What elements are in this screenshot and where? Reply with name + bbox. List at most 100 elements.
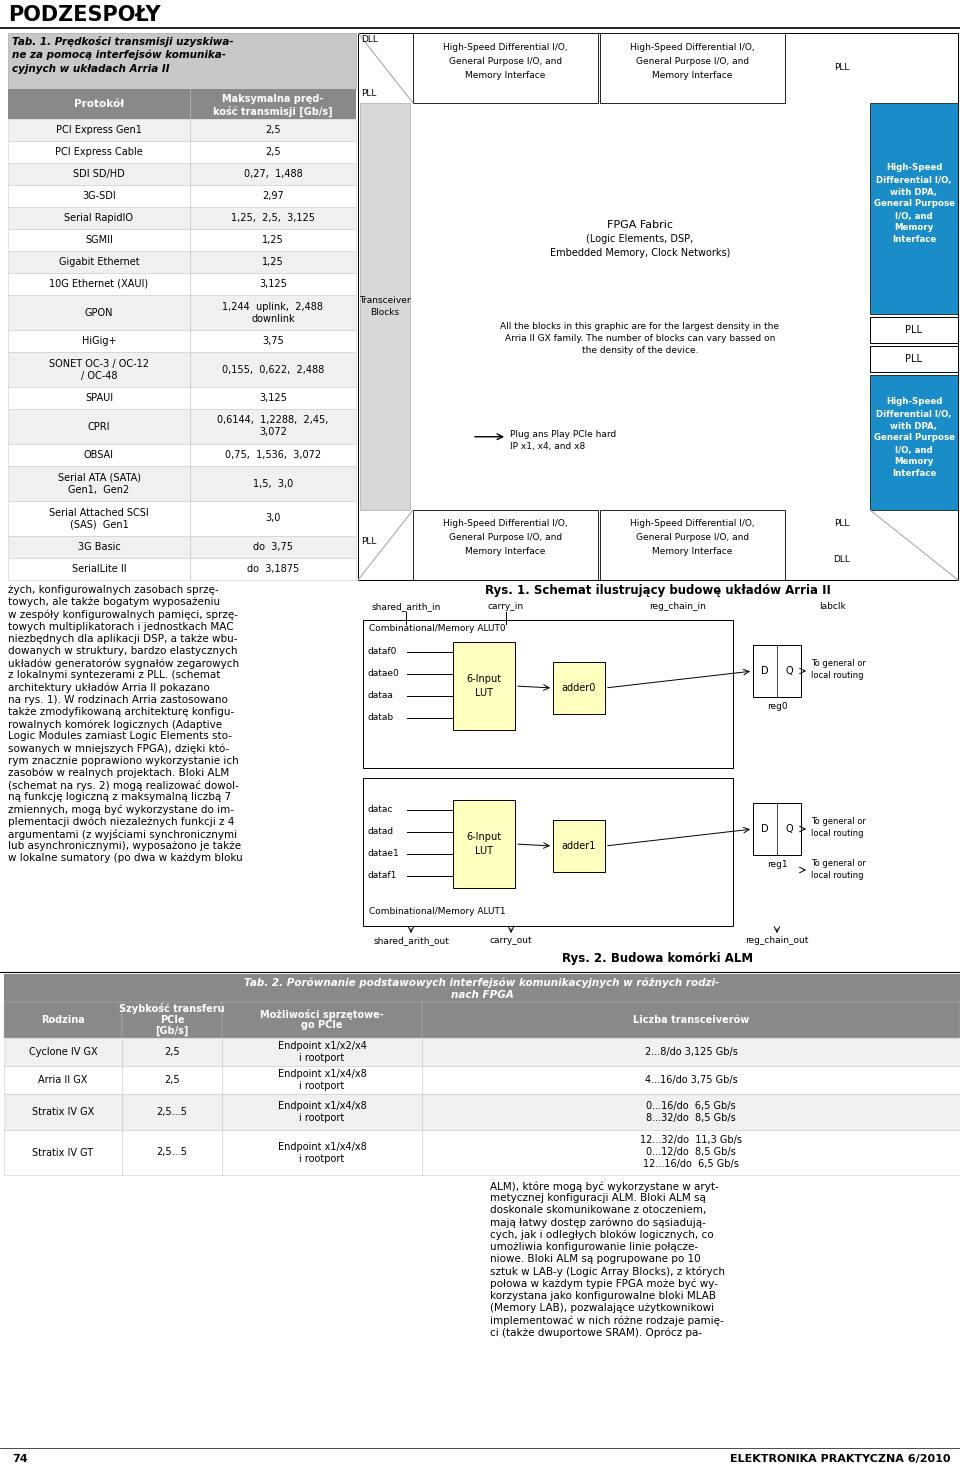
Text: Gigabit Ethernet: Gigabit Ethernet xyxy=(59,258,139,266)
Text: 3,0: 3,0 xyxy=(265,514,280,524)
Text: ną funkcję logiczną z maksymalną liczbą 7: ną funkcję logiczną z maksymalną liczbą … xyxy=(8,792,231,802)
Text: zmiennych, mogą być wykorzystane do im-: zmiennych, mogą być wykorzystane do im- xyxy=(8,805,234,815)
Text: lub asynchronicznymi), wyposażono je także: lub asynchronicznymi), wyposażono je tak… xyxy=(8,842,241,851)
Bar xyxy=(453,643,515,731)
Text: reg0: reg0 xyxy=(767,703,787,712)
Text: 74: 74 xyxy=(12,1454,28,1464)
Text: argumentami (z wyjściami synchronicznymi: argumentami (z wyjściami synchronicznymi xyxy=(8,829,237,840)
Text: PLL: PLL xyxy=(905,354,923,365)
Text: datad: datad xyxy=(367,827,394,836)
Bar xyxy=(190,351,356,386)
Text: 3G-SDI: 3G-SDI xyxy=(83,190,116,201)
Text: 2,5: 2,5 xyxy=(265,146,281,157)
Text: datab: datab xyxy=(367,713,394,723)
Text: Interface: Interface xyxy=(892,236,936,244)
Text: w lokalne sumatory (po dwa w każdym bloku: w lokalne sumatory (po dwa w każdym blok… xyxy=(8,854,243,864)
Text: SGMII: SGMII xyxy=(85,236,113,244)
Text: 6-Input: 6-Input xyxy=(467,673,501,684)
Bar xyxy=(190,119,356,141)
Text: PCIe: PCIe xyxy=(159,1015,184,1025)
Bar xyxy=(360,102,410,509)
Text: towych, ale także bogatym wyposażeniu: towych, ale także bogatym wyposażeniu xyxy=(8,597,220,608)
Bar xyxy=(8,501,190,536)
Text: plementacji dwóch niezależnych funkcji z 4: plementacji dwóch niezależnych funkcji z… xyxy=(8,817,234,827)
Text: go PCIe: go PCIe xyxy=(301,1020,343,1031)
Text: I/O, and: I/O, and xyxy=(895,445,933,454)
Text: 2,5: 2,5 xyxy=(164,1075,180,1085)
Text: D: D xyxy=(761,666,769,676)
Text: Memory Interface: Memory Interface xyxy=(652,70,732,79)
Text: Endpoint x1/x2/x4: Endpoint x1/x2/x4 xyxy=(277,1041,367,1051)
Text: SerialLite II: SerialLite II xyxy=(72,564,127,574)
Text: SPAUI: SPAUI xyxy=(84,392,113,403)
Text: 3,125: 3,125 xyxy=(259,280,287,288)
Bar xyxy=(8,228,190,250)
Text: i rootport: i rootport xyxy=(300,1080,345,1091)
Text: Możliwości sprzętowe-: Możliwości sprzętowe- xyxy=(260,1009,384,1020)
Bar xyxy=(190,272,356,296)
Bar xyxy=(422,1066,960,1094)
Text: Combinational/Memory ALUT0: Combinational/Memory ALUT0 xyxy=(369,624,506,632)
Text: doskonale skomunikowane z otoczeniem,: doskonale skomunikowane z otoczeniem, xyxy=(490,1205,707,1215)
Text: [Gb/s]: [Gb/s] xyxy=(156,1026,189,1037)
Text: 0,6144,  1,2288,  2,45,: 0,6144, 1,2288, 2,45, xyxy=(217,416,328,426)
Bar xyxy=(553,662,605,714)
Text: LUT: LUT xyxy=(475,688,493,698)
Text: korzystana jako konfigurowalne bloki MLAB: korzystana jako konfigurowalne bloki MLA… xyxy=(490,1291,716,1301)
Text: Memory Interface: Memory Interface xyxy=(652,548,732,556)
Text: dataf0: dataf0 xyxy=(367,647,396,656)
Text: Rys. 2. Budowa komórki ALM: Rys. 2. Budowa komórki ALM xyxy=(563,952,754,965)
Text: Memory: Memory xyxy=(895,457,934,467)
Text: General Purpose I/O, and: General Purpose I/O, and xyxy=(449,533,562,543)
Text: General Purpose: General Purpose xyxy=(874,433,954,442)
Text: cyjnych w układach Arria II: cyjnych w układach Arria II xyxy=(12,64,170,75)
Bar xyxy=(870,102,958,313)
Bar xyxy=(8,119,190,141)
Text: To general or: To general or xyxy=(811,817,866,827)
Bar xyxy=(8,184,190,206)
Text: Endpoint x1/x4/x8: Endpoint x1/x4/x8 xyxy=(277,1142,367,1152)
Text: ELEKTRONIKA PRAKTYCZNA 6/2010: ELEKTRONIKA PRAKTYCZNA 6/2010 xyxy=(730,1454,950,1464)
Text: HiGig+: HiGig+ xyxy=(82,337,116,346)
Text: 12...16/do  6,5 Gb/s: 12...16/do 6,5 Gb/s xyxy=(643,1159,739,1170)
Bar xyxy=(8,206,190,228)
Bar xyxy=(122,1094,222,1130)
Bar xyxy=(190,141,356,163)
Text: carry_in: carry_in xyxy=(488,602,524,610)
Bar xyxy=(453,799,515,889)
Text: PLL: PLL xyxy=(361,536,376,546)
Bar xyxy=(870,318,958,343)
Bar xyxy=(4,1130,122,1176)
Text: labclk: labclk xyxy=(820,602,847,610)
Text: Memory: Memory xyxy=(895,224,934,233)
Text: adder0: adder0 xyxy=(562,684,596,692)
Bar xyxy=(4,1094,122,1130)
Bar xyxy=(870,375,958,509)
Text: I/O, and: I/O, and xyxy=(895,211,933,221)
Text: także zmodyfikowaną architekturę konfigu-: także zmodyfikowaną architekturę konfigu… xyxy=(8,707,234,717)
Text: / OC-48: / OC-48 xyxy=(81,370,117,381)
Bar xyxy=(122,1038,222,1066)
Bar xyxy=(358,34,958,580)
Text: rowalnych komórek logicznych (Adaptive: rowalnych komórek logicznych (Adaptive xyxy=(8,719,222,729)
Text: 1,244  uplink,  2,488: 1,244 uplink, 2,488 xyxy=(223,302,324,312)
Text: 2,5...5: 2,5...5 xyxy=(156,1148,187,1158)
Text: Liczba transceiverów: Liczba transceiverów xyxy=(633,1015,749,1025)
Text: PLL: PLL xyxy=(361,89,376,98)
Bar xyxy=(8,141,190,163)
Bar xyxy=(8,89,190,119)
Text: local routing: local routing xyxy=(811,672,863,681)
Text: kość transmisji [Gb/s]: kość transmisji [Gb/s] xyxy=(213,105,333,117)
Bar xyxy=(222,1001,422,1038)
Text: towych multiplikatorach i jednostkach MAC: towych multiplikatorach i jednostkach MA… xyxy=(8,622,233,631)
Text: LUT: LUT xyxy=(475,846,493,856)
Text: i rootport: i rootport xyxy=(300,1053,345,1063)
Bar xyxy=(190,228,356,250)
Text: sowanych w mniejszych FPGA), dzięki któ-: sowanych w mniejszych FPGA), dzięki któ- xyxy=(8,744,229,754)
Bar xyxy=(8,444,190,466)
Text: (SAS)  Gen1: (SAS) Gen1 xyxy=(70,520,129,530)
Bar xyxy=(600,509,785,580)
Text: DLL: DLL xyxy=(833,555,851,565)
Text: (Memory LAB), pozwalające użytkownikowi: (Memory LAB), pozwalające użytkownikowi xyxy=(490,1303,714,1313)
Bar xyxy=(190,184,356,206)
